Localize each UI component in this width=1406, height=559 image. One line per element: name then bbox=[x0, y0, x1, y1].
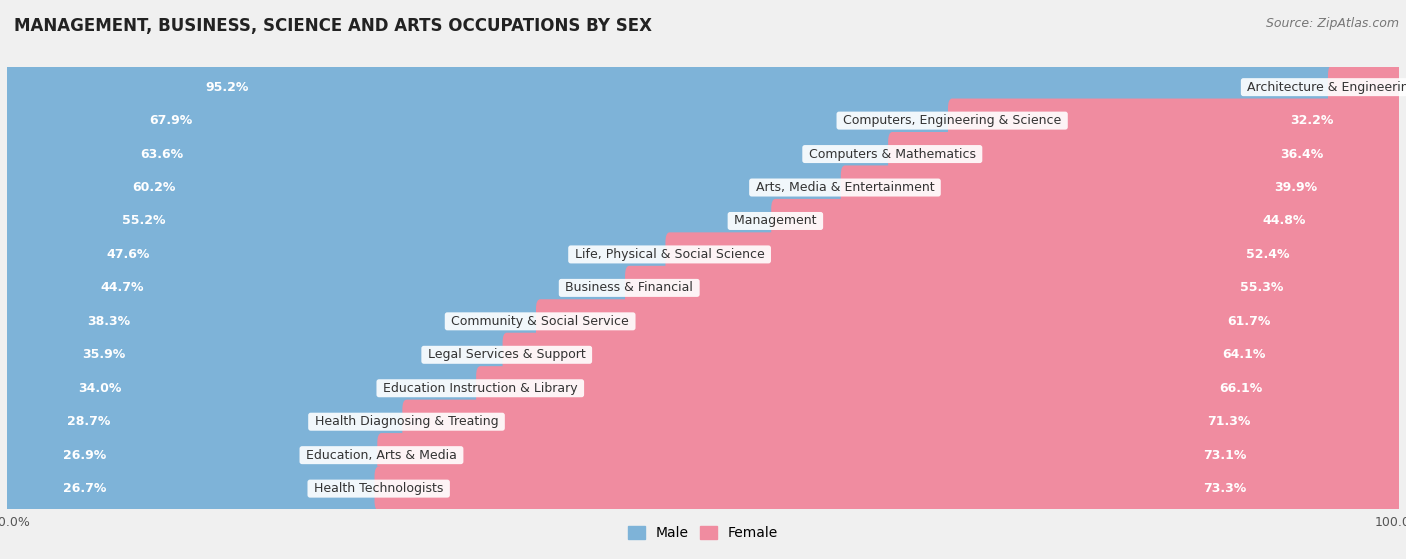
Text: 44.8%: 44.8% bbox=[1263, 215, 1305, 228]
Text: 60.2%: 60.2% bbox=[132, 181, 176, 194]
Text: MANAGEMENT, BUSINESS, SCIENCE AND ARTS OCCUPATIONS BY SEX: MANAGEMENT, BUSINESS, SCIENCE AND ARTS O… bbox=[14, 17, 652, 35]
Text: 34.0%: 34.0% bbox=[77, 382, 121, 395]
FancyBboxPatch shape bbox=[377, 433, 1403, 477]
FancyBboxPatch shape bbox=[948, 98, 1405, 143]
FancyBboxPatch shape bbox=[3, 98, 956, 143]
Text: 32.2%: 32.2% bbox=[1289, 114, 1333, 127]
FancyBboxPatch shape bbox=[841, 165, 1405, 210]
FancyBboxPatch shape bbox=[3, 161, 1403, 214]
FancyBboxPatch shape bbox=[3, 266, 634, 310]
FancyBboxPatch shape bbox=[3, 60, 1403, 114]
Text: 61.7%: 61.7% bbox=[1227, 315, 1270, 328]
Text: Legal Services & Support: Legal Services & Support bbox=[423, 348, 589, 361]
FancyBboxPatch shape bbox=[3, 94, 1403, 148]
FancyBboxPatch shape bbox=[3, 199, 779, 243]
FancyBboxPatch shape bbox=[3, 233, 673, 277]
FancyBboxPatch shape bbox=[502, 333, 1403, 377]
FancyBboxPatch shape bbox=[536, 299, 1403, 343]
FancyBboxPatch shape bbox=[402, 400, 1403, 444]
Text: 73.3%: 73.3% bbox=[1202, 482, 1246, 495]
Text: 39.9%: 39.9% bbox=[1274, 181, 1317, 194]
Text: Architecture & Engineering: Architecture & Engineering bbox=[1243, 80, 1406, 94]
FancyBboxPatch shape bbox=[3, 467, 382, 511]
Text: Business & Financial: Business & Financial bbox=[561, 281, 697, 295]
Text: Management: Management bbox=[730, 215, 821, 228]
Text: Education Instruction & Library: Education Instruction & Library bbox=[380, 382, 582, 395]
Text: 47.6%: 47.6% bbox=[107, 248, 150, 261]
FancyBboxPatch shape bbox=[3, 165, 849, 210]
Text: Computers, Engineering & Science: Computers, Engineering & Science bbox=[839, 114, 1066, 127]
Text: 36.4%: 36.4% bbox=[1279, 148, 1323, 160]
FancyBboxPatch shape bbox=[3, 328, 1403, 382]
FancyBboxPatch shape bbox=[3, 295, 1403, 348]
Text: Education, Arts & Media: Education, Arts & Media bbox=[302, 449, 461, 462]
Text: 44.7%: 44.7% bbox=[100, 281, 143, 295]
Text: 52.4%: 52.4% bbox=[1246, 248, 1289, 261]
FancyBboxPatch shape bbox=[3, 333, 510, 377]
FancyBboxPatch shape bbox=[3, 400, 411, 444]
Text: 55.3%: 55.3% bbox=[1240, 281, 1284, 295]
Text: 71.3%: 71.3% bbox=[1206, 415, 1250, 428]
FancyBboxPatch shape bbox=[3, 362, 1403, 415]
Text: 35.9%: 35.9% bbox=[82, 348, 125, 361]
Text: 64.1%: 64.1% bbox=[1222, 348, 1265, 361]
Text: 73.1%: 73.1% bbox=[1204, 449, 1246, 462]
FancyBboxPatch shape bbox=[665, 233, 1403, 277]
Text: 63.6%: 63.6% bbox=[139, 148, 183, 160]
FancyBboxPatch shape bbox=[3, 428, 1403, 482]
FancyBboxPatch shape bbox=[3, 228, 1403, 281]
FancyBboxPatch shape bbox=[3, 366, 485, 410]
FancyBboxPatch shape bbox=[772, 199, 1403, 243]
Text: Arts, Media & Entertainment: Arts, Media & Entertainment bbox=[752, 181, 938, 194]
Text: Health Technologists: Health Technologists bbox=[309, 482, 447, 495]
Text: 95.2%: 95.2% bbox=[205, 80, 249, 94]
FancyBboxPatch shape bbox=[1329, 65, 1403, 109]
FancyBboxPatch shape bbox=[3, 261, 1403, 315]
Text: Health Diagnosing & Treating: Health Diagnosing & Treating bbox=[311, 415, 502, 428]
FancyBboxPatch shape bbox=[3, 433, 385, 477]
FancyBboxPatch shape bbox=[889, 132, 1403, 176]
Text: 67.9%: 67.9% bbox=[149, 114, 193, 127]
FancyBboxPatch shape bbox=[3, 127, 1403, 181]
FancyBboxPatch shape bbox=[3, 395, 1403, 448]
FancyBboxPatch shape bbox=[3, 132, 897, 176]
Text: 66.1%: 66.1% bbox=[1219, 382, 1263, 395]
Text: 38.3%: 38.3% bbox=[87, 315, 131, 328]
FancyBboxPatch shape bbox=[3, 462, 1403, 515]
FancyBboxPatch shape bbox=[3, 194, 1403, 248]
Text: Computers & Mathematics: Computers & Mathematics bbox=[804, 148, 980, 160]
FancyBboxPatch shape bbox=[626, 266, 1403, 310]
Text: Source: ZipAtlas.com: Source: ZipAtlas.com bbox=[1265, 17, 1399, 30]
FancyBboxPatch shape bbox=[3, 65, 1336, 109]
Text: 26.7%: 26.7% bbox=[63, 482, 105, 495]
Text: 28.7%: 28.7% bbox=[67, 415, 110, 428]
Text: 26.9%: 26.9% bbox=[63, 449, 107, 462]
FancyBboxPatch shape bbox=[3, 299, 544, 343]
Text: Community & Social Service: Community & Social Service bbox=[447, 315, 633, 328]
Text: Life, Physical & Social Science: Life, Physical & Social Science bbox=[571, 248, 769, 261]
FancyBboxPatch shape bbox=[374, 467, 1403, 511]
Text: 55.2%: 55.2% bbox=[122, 215, 166, 228]
Legend: Male, Female: Male, Female bbox=[623, 521, 783, 546]
FancyBboxPatch shape bbox=[477, 366, 1405, 410]
